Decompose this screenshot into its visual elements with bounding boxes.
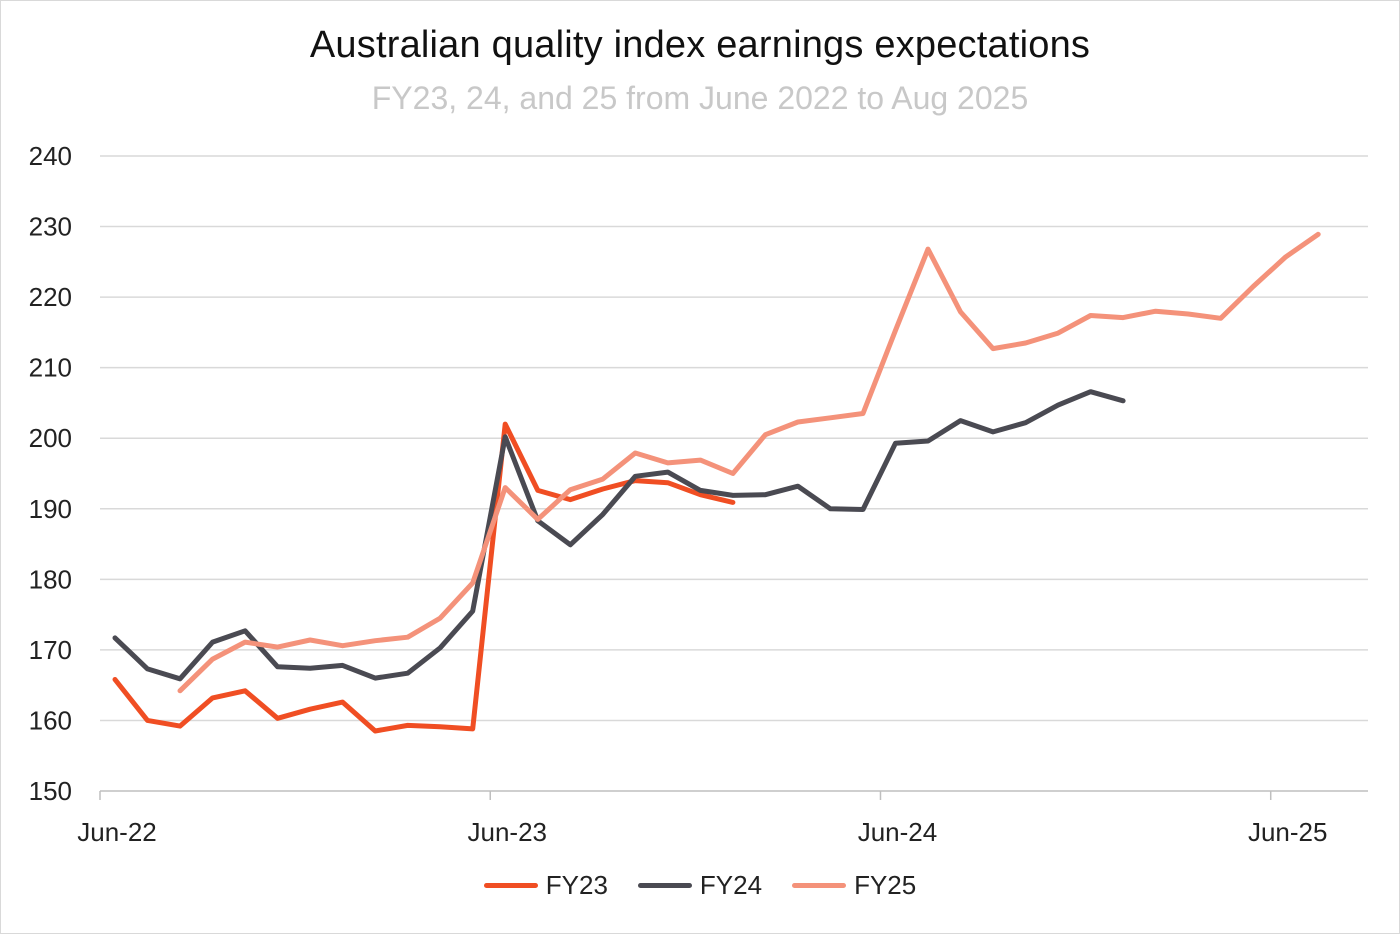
- y-tick-label: 150: [29, 776, 72, 806]
- y-tick-label: 170: [29, 635, 72, 665]
- chart-title: Australian quality index earnings expect…: [309, 24, 1091, 66]
- y-tick-label: 180: [29, 564, 72, 594]
- x-tick-label: Jun-25: [1248, 817, 1328, 847]
- y-tick-label: 240: [29, 141, 72, 171]
- legend-label-fy23: FY23: [545, 870, 608, 900]
- y-tick-label: 210: [29, 353, 72, 383]
- legend-item-fy23: FY23: [483, 870, 608, 901]
- series-line-fy23: [112, 421, 736, 734]
- series-line-fy24: [112, 389, 1126, 682]
- chart-legend: FY23 FY24 FY25: [0, 870, 1400, 901]
- legend-item-fy24: FY24: [637, 870, 763, 901]
- y-tick-label: 160: [29, 705, 72, 735]
- chart-subtitle: FY23, 24, and 25 from June 2022 to Aug 2…: [371, 80, 1029, 116]
- series-line-fy25: [177, 231, 1321, 694]
- legend-swatch-fy23: [483, 883, 538, 888]
- x-tick-label: Jun-24: [858, 817, 938, 847]
- y-tick-label: 200: [29, 423, 72, 453]
- legend-item-fy25: FY25: [792, 870, 916, 901]
- x-tick-label: Jun-23: [467, 817, 547, 847]
- legend-label-fy24: FY24: [699, 870, 763, 900]
- y-tick-label: 230: [29, 212, 72, 242]
- x-tick-label: Jun-22: [77, 817, 157, 847]
- y-tick-label: 190: [29, 494, 72, 524]
- legend-swatch-fy25: [792, 883, 847, 888]
- legend-swatch-fy24: [637, 883, 692, 888]
- legend-label-fy25: FY25: [854, 870, 917, 900]
- y-tick-label: 220: [29, 282, 72, 312]
